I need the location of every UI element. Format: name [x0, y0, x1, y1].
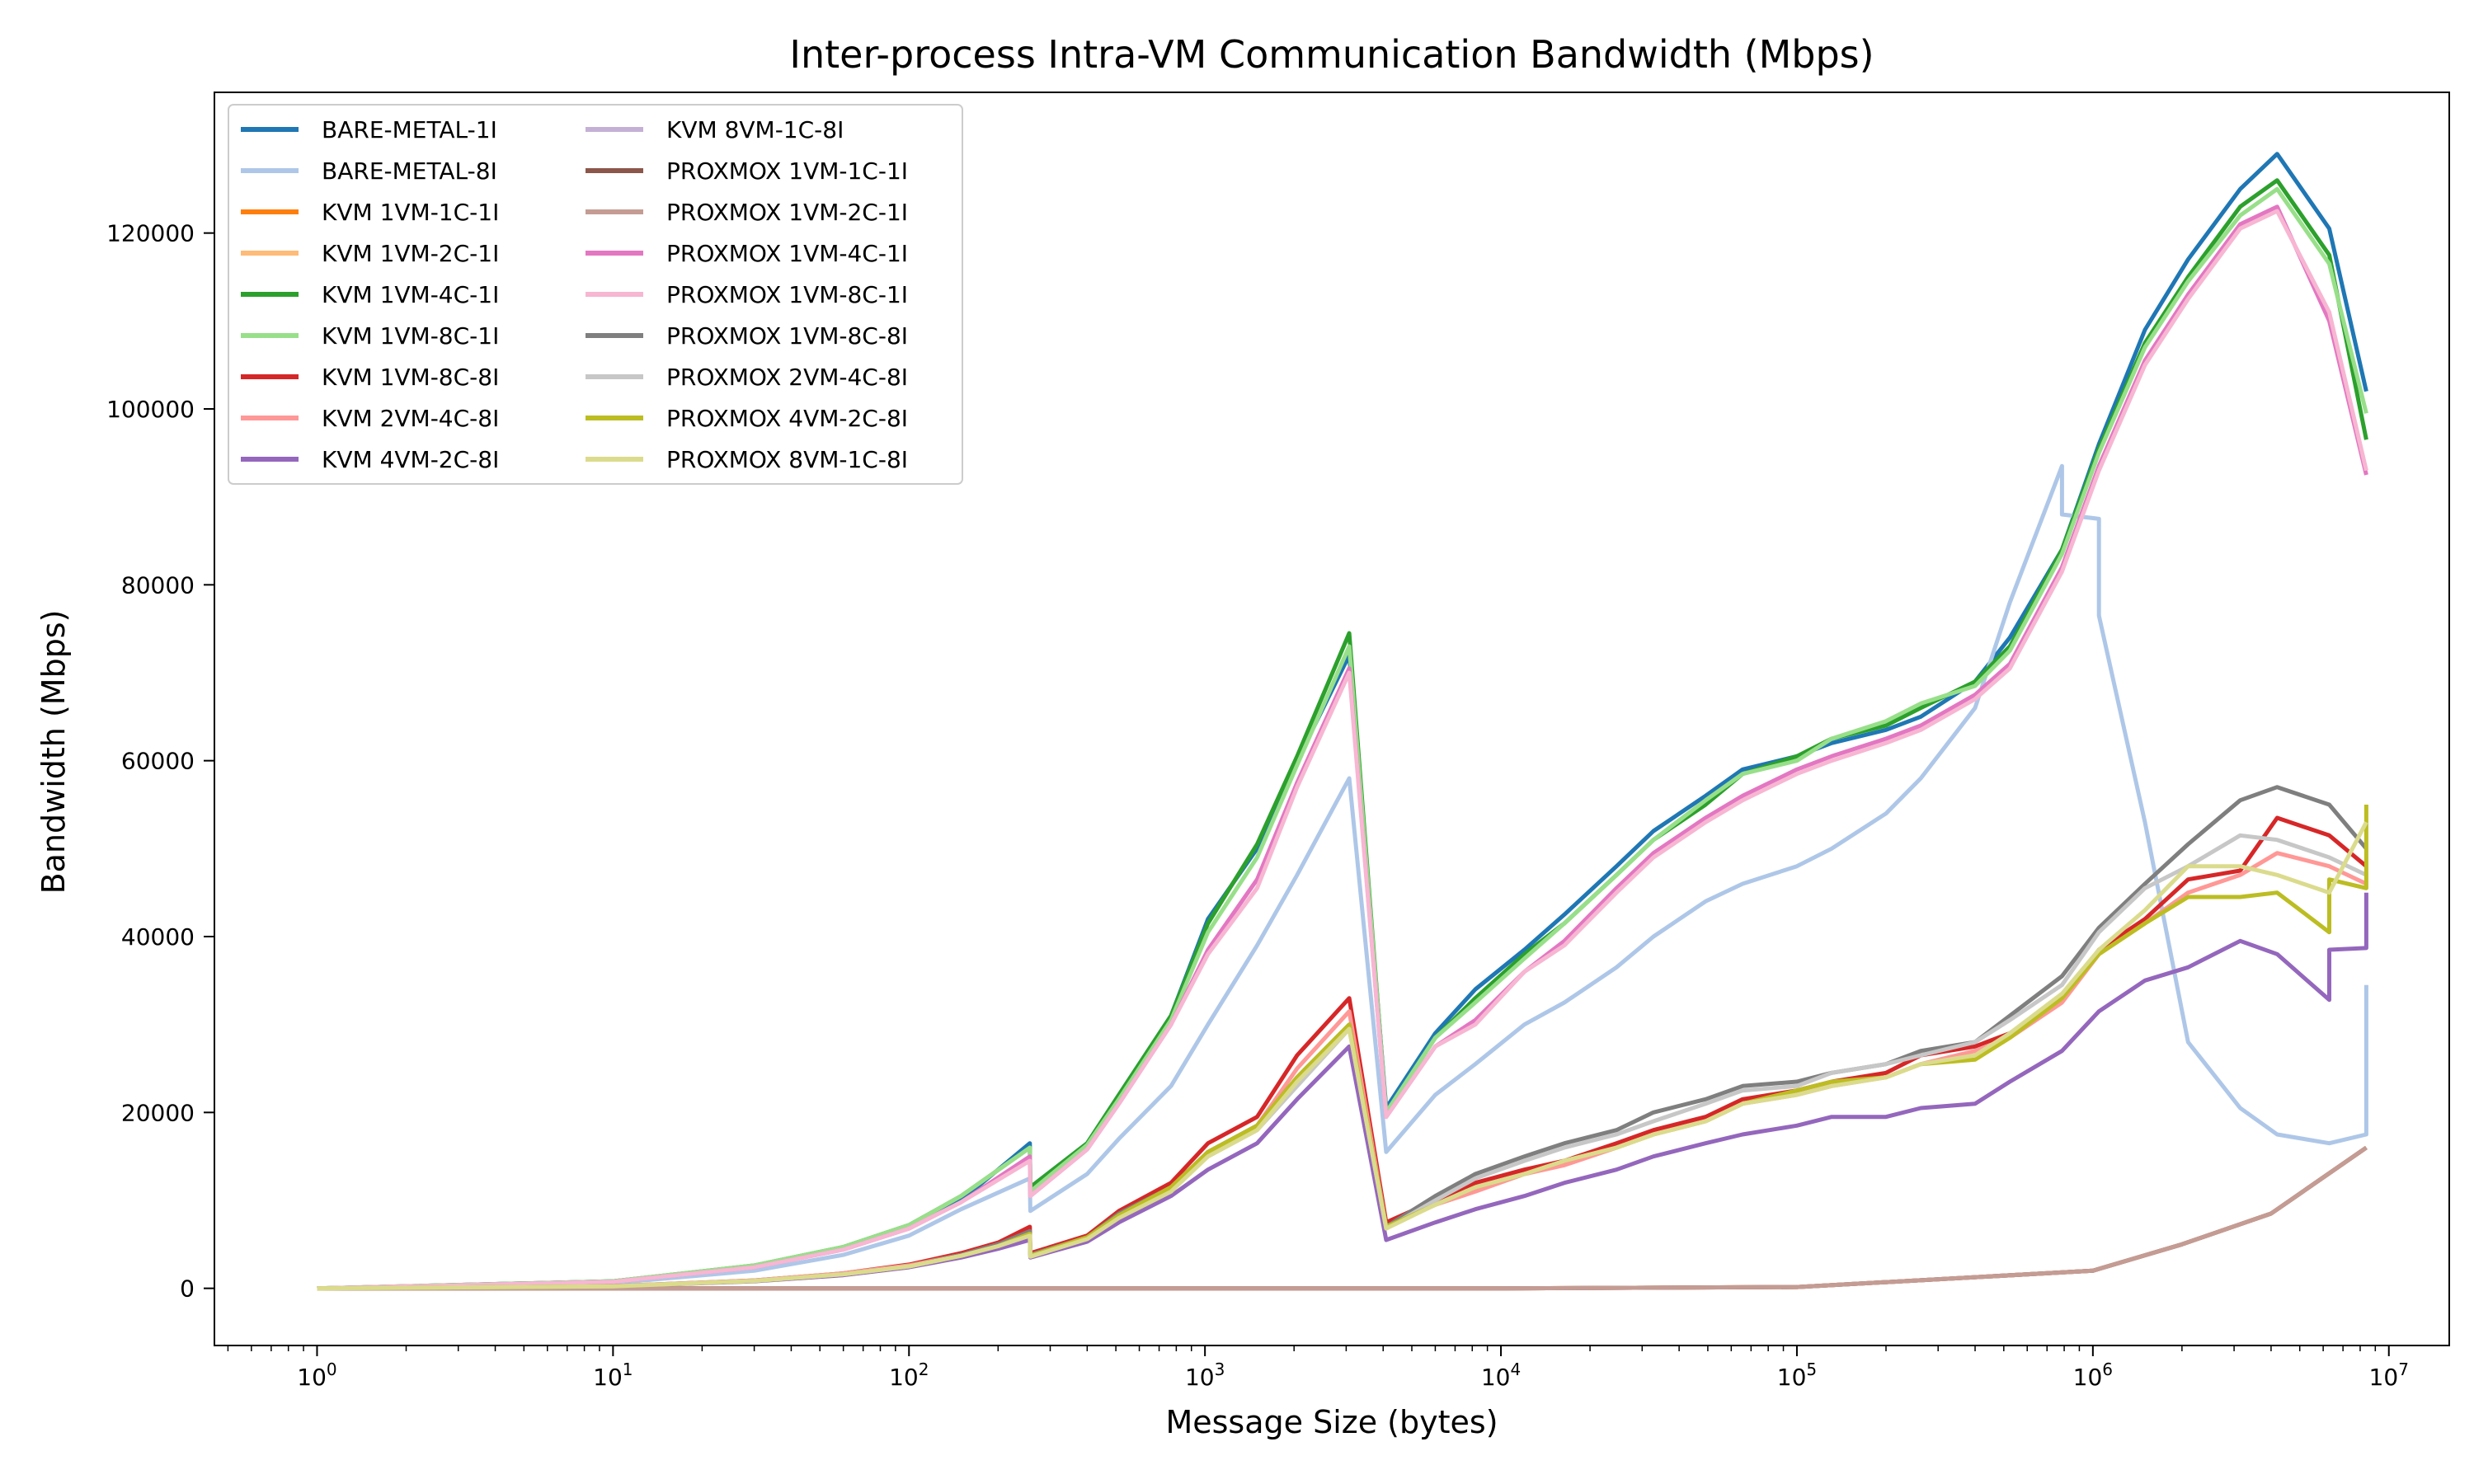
series-line-13 — [317, 209, 2368, 1291]
x-tick-label: 101 — [593, 1360, 633, 1391]
series-line-8 — [317, 892, 2368, 1291]
x-tick-label: 105 — [1777, 1360, 1817, 1391]
legend-label: BARE-METAL-1I — [322, 116, 497, 143]
legend-label: PROXMOX 1VM-8C-1I — [666, 281, 908, 308]
y-tick-label: 0 — [180, 1275, 195, 1303]
legend-label: PROXMOX 8VM-1C-8I — [666, 446, 908, 473]
x-axis-ticks: 100 101 102 103 104 105 106 107 — [227, 1345, 2409, 1391]
series-line-1 — [317, 463, 2368, 1291]
x-tick-label: 106 — [2073, 1360, 2113, 1391]
legend-label: KVM 8VM-1C-8I — [666, 116, 844, 143]
legend-label: PROXMOX 1VM-1C-1I — [666, 157, 908, 185]
legend-label: BARE-METAL-8I — [322, 157, 497, 185]
plot-lines — [317, 152, 2368, 1291]
legend-label: PROXMOX 4VM-2C-8I — [666, 405, 908, 432]
y-tick-label: 80000 — [121, 571, 195, 599]
chart-title: Inter-process Intra-VM Communication Ban… — [789, 32, 1874, 77]
legend-label: PROXMOX 1VM-2C-1I — [666, 199, 908, 226]
y-tick-label: 120000 — [106, 220, 195, 247]
legend-label: KVM 4VM-2C-8I — [322, 446, 499, 473]
x-tick-label: 104 — [1481, 1360, 1521, 1391]
x-axis-label: Message Size (bytes) — [1165, 1404, 1498, 1440]
legend-label: KVM 1VM-1C-1I — [322, 199, 499, 226]
y-tick-label: 20000 — [121, 1099, 195, 1126]
y-tick-label: 40000 — [121, 923, 195, 951]
x-tick-label: 100 — [297, 1360, 336, 1391]
legend-label: PROXMOX 2VM-4C-8I — [666, 364, 908, 391]
series-line-11 — [317, 1145, 2368, 1291]
legend-label: PROXMOX 1VM-4C-1I — [666, 240, 908, 267]
legend-label: KVM 1VM-8C-8I — [322, 364, 499, 391]
legend-label: KVM 1VM-2C-1I — [322, 240, 499, 267]
series-line-17 — [317, 821, 2368, 1291]
y-axis-ticks: 0 20000 40000 60000 80000 100000 120000 — [106, 220, 214, 1303]
y-axis-label: Bandwidth (Mbps) — [35, 610, 72, 895]
legend-label: KVM 2VM-4C-8I — [322, 405, 499, 432]
legend-label: KVM 1VM-8C-1I — [322, 322, 499, 350]
y-tick-label: 100000 — [106, 396, 195, 423]
legend-label: PROXMOX 1VM-8C-8I — [666, 322, 908, 350]
plot-frame — [214, 92, 2450, 1346]
x-tick-label: 102 — [889, 1360, 929, 1391]
legend-label: KVM 1VM-4C-1I — [322, 281, 499, 308]
legend: BARE-METAL-1I BARE-METAL-8I KVM 1VM-1C-1I K… — [228, 104, 963, 485]
x-tick-label: 103 — [1185, 1360, 1225, 1391]
x-tick-label: 107 — [2369, 1360, 2409, 1391]
y-tick-label: 60000 — [121, 748, 195, 775]
